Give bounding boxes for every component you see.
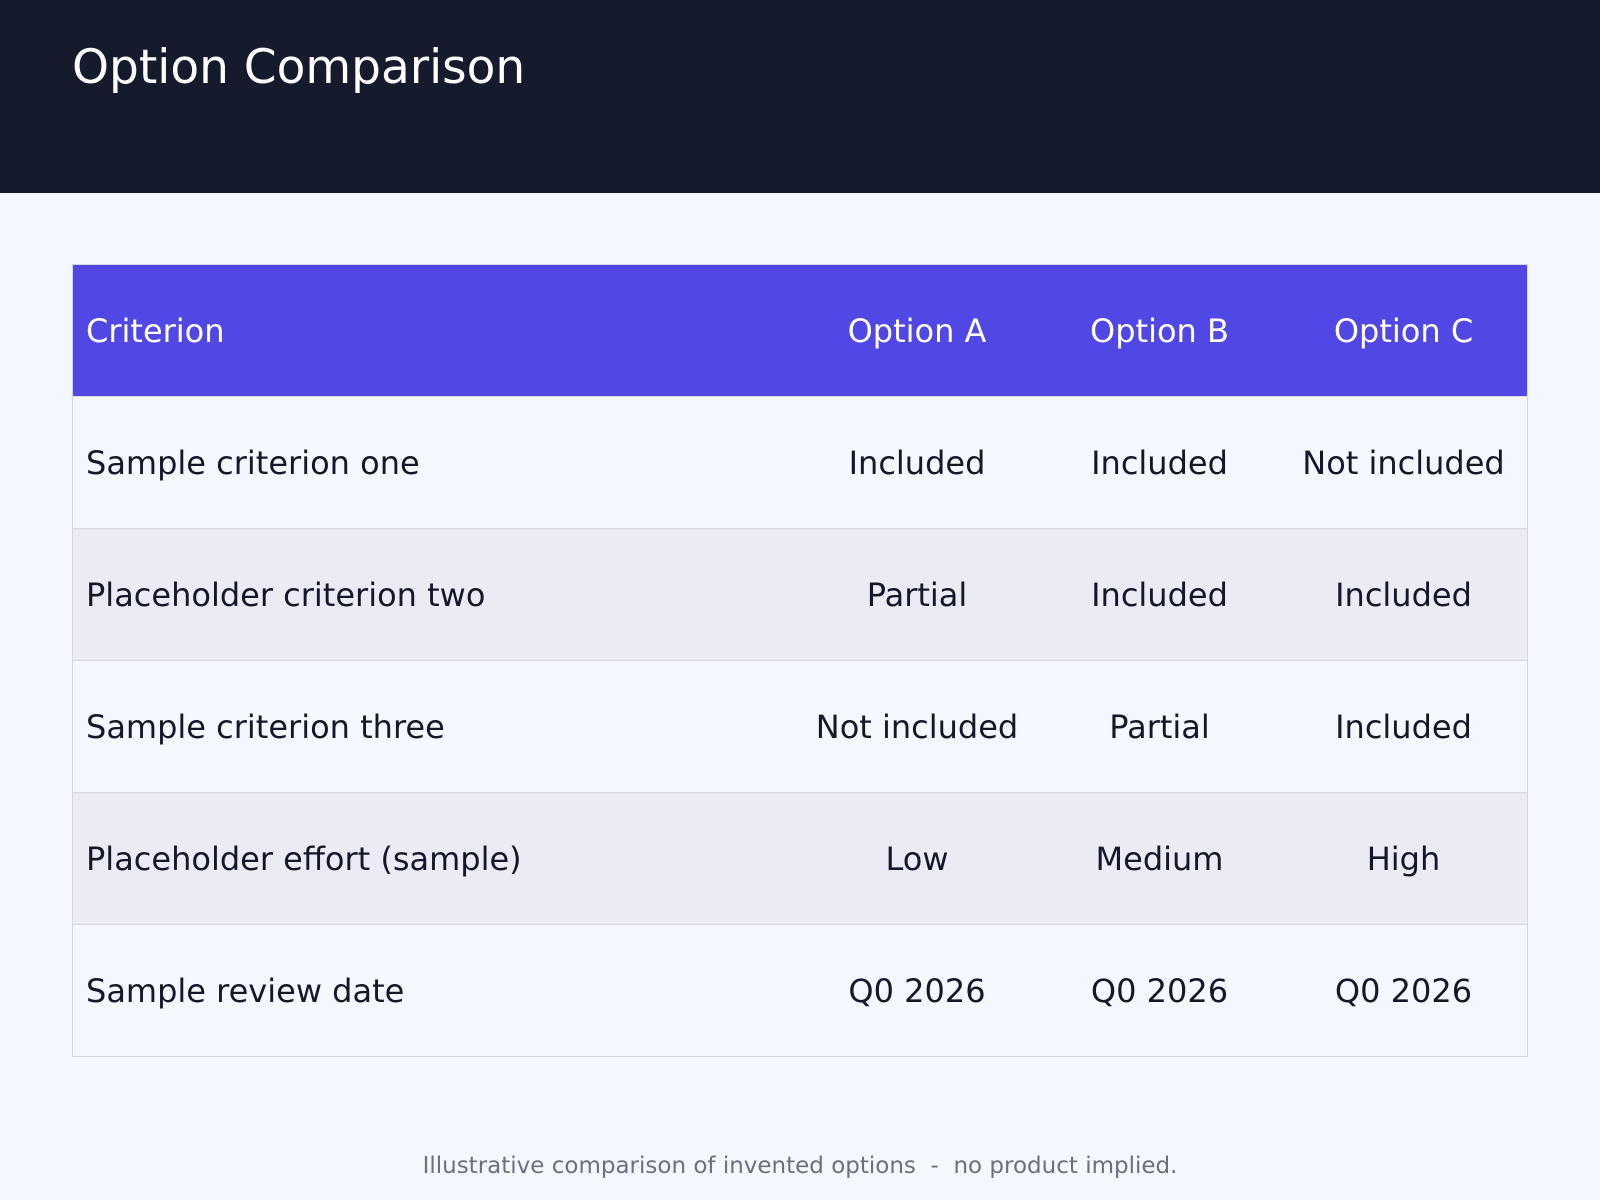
option-c-cell: Q0 2026 <box>1334 971 1473 1010</box>
option-b-cell: Medium <box>1095 839 1224 878</box>
column-header-option-a: Option A <box>847 311 987 350</box>
column-header-criterion: Criterion <box>86 311 225 350</box>
table-row: Sample criterion one Included Included N… <box>73 396 1527 528</box>
table-header-row: Criterion Option A Option B Option C <box>73 265 1527 396</box>
table-row: Sample review date Q0 2026 Q0 2026 Q0 20… <box>73 924 1527 1056</box>
option-c-cell: High <box>1366 839 1441 878</box>
criterion-cell: Sample criterion one <box>86 443 420 482</box>
option-a-cell: Q0 2026 <box>848 971 986 1010</box>
option-b-cell: Included <box>1091 575 1228 614</box>
option-b-cell: Q0 2026 <box>1090 971 1229 1010</box>
criterion-cell: Sample review date <box>86 971 405 1010</box>
column-header-option-c: Option C <box>1333 311 1474 350</box>
option-a-cell: Partial <box>866 575 968 614</box>
option-c-cell: Included <box>1335 575 1472 614</box>
option-c-cell: Not included <box>1302 443 1505 482</box>
option-b-cell: Included <box>1091 443 1228 482</box>
criterion-cell: Placeholder criterion two <box>86 575 486 614</box>
page-title: Option Comparison <box>72 40 526 95</box>
option-a-cell: Included <box>848 443 986 482</box>
page-header: Option Comparison <box>0 0 1600 193</box>
option-a-cell: Low <box>885 839 949 878</box>
option-a-cell: Not included <box>815 707 1019 746</box>
option-c-cell: Included <box>1335 707 1472 746</box>
option-b-cell: Partial <box>1109 707 1210 746</box>
comparison-table: Criterion Option A Option B Option C Sam… <box>72 264 1528 1057</box>
table-row: Placeholder criterion two Partial Includ… <box>73 528 1527 660</box>
footnote: Illustrative comparison of invented opti… <box>422 1153 1178 1179</box>
criterion-cell: Sample criterion three <box>86 707 445 746</box>
table-row: Sample criterion three Not included Part… <box>73 660 1527 792</box>
column-header-option-b: Option B <box>1090 311 1229 350</box>
criterion-cell: Placeholder effort (sample) <box>86 839 522 878</box>
table-row: Placeholder effort (sample) Low Medium H… <box>73 792 1527 924</box>
